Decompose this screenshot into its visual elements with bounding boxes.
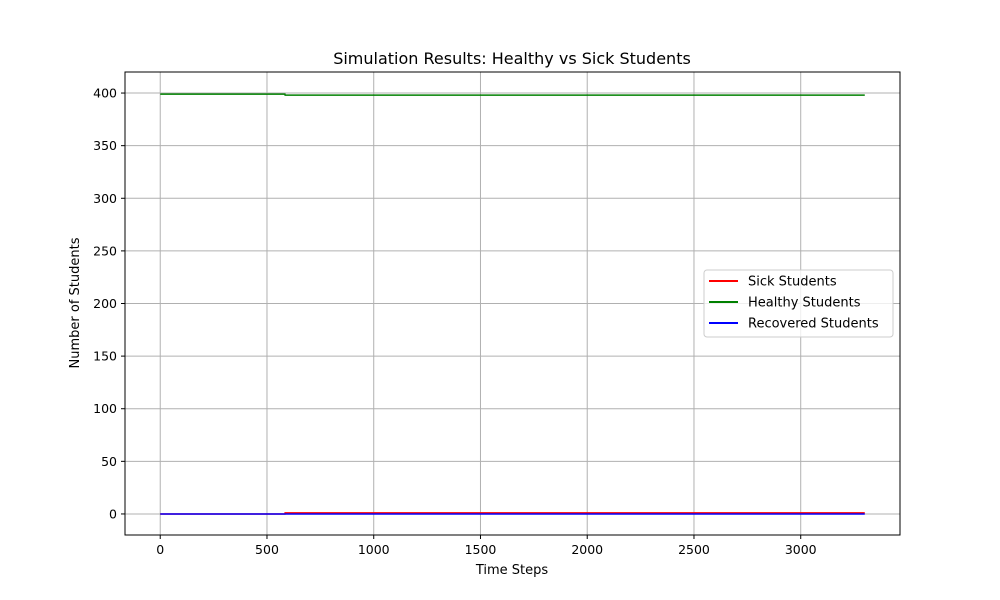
y-tick-label: 200 xyxy=(93,296,117,311)
x-tick-label: 1000 xyxy=(358,542,390,557)
y-tick-label: 0 xyxy=(109,506,117,521)
x-tick-label: 2500 xyxy=(678,542,710,557)
x-axis: 0 500 1000 1500 2000 2500 3000 xyxy=(156,535,817,557)
y-axis: 0 50 100 150 200 250 300 350 400 xyxy=(93,86,125,521)
x-axis-label: Time Steps xyxy=(475,563,549,578)
y-tick-label: 150 xyxy=(93,349,117,364)
x-tick-label: 3000 xyxy=(785,542,817,557)
y-tick-label: 50 xyxy=(101,454,117,469)
legend-label: Sick Students xyxy=(748,275,837,290)
x-tick-label: 1500 xyxy=(465,542,497,557)
x-tick-label: 0 xyxy=(156,542,164,557)
y-tick-label: 100 xyxy=(93,401,117,416)
chart-title: Simulation Results: Healthy vs Sick Stud… xyxy=(333,49,691,68)
series-lines xyxy=(160,93,865,515)
y-tick-label: 300 xyxy=(93,191,117,206)
y-tick-label: 350 xyxy=(93,138,117,153)
series-line-healthy-students xyxy=(160,93,865,96)
y-axis-label: Number of Students xyxy=(68,237,83,368)
x-tick-label: 500 xyxy=(255,542,279,557)
legend: Sick Students Healthy Students Recovered S… xyxy=(703,269,894,338)
legend-label: Healthy Students xyxy=(748,296,861,311)
x-tick-label: 2000 xyxy=(571,542,603,557)
legend-label: Recovered Students xyxy=(748,317,879,332)
y-tick-label: 250 xyxy=(93,243,117,258)
legend-box xyxy=(703,269,894,338)
y-tick-label: 400 xyxy=(93,86,117,101)
